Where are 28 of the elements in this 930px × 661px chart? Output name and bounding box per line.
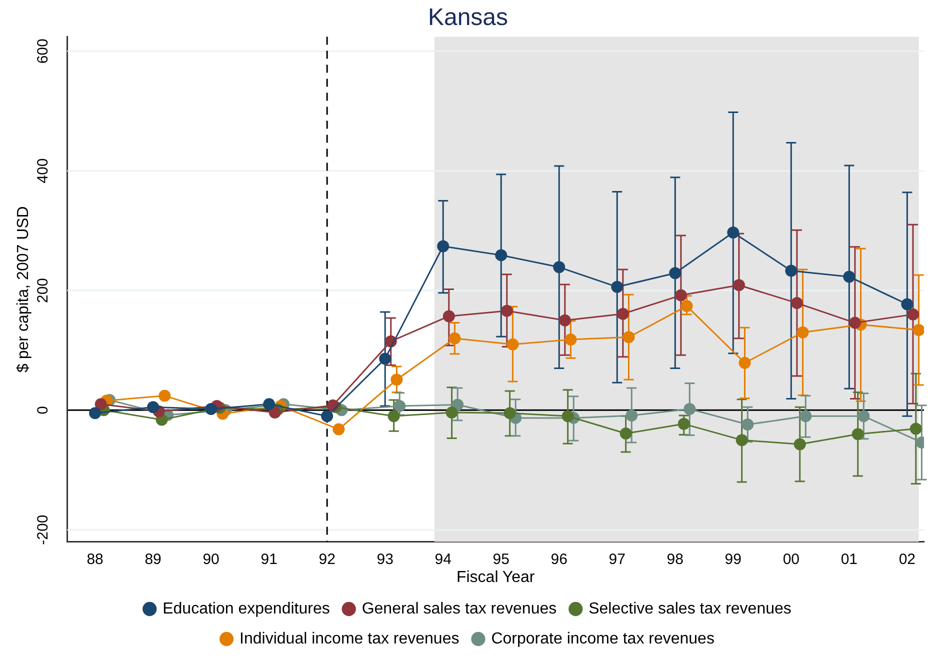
y-tick-label: 200 (34, 278, 52, 304)
x-tick-label: 00 (782, 550, 800, 568)
legend-label: Selective sales tax revenues (588, 600, 792, 618)
x-tick-label: 89 (144, 550, 162, 568)
x-tick-label: 02 (898, 550, 916, 568)
x-tick-label: 94 (434, 550, 452, 568)
x-tick-label: 96 (550, 550, 568, 568)
x-tick-label: 97 (608, 550, 626, 568)
x-tick-label: 93 (376, 550, 394, 568)
y-tick-label: 400 (34, 158, 52, 184)
y-tick-label: 0 (34, 406, 52, 414)
x-tick-label: 88 (86, 550, 104, 568)
x-tick-label: 95 (492, 550, 510, 568)
x-tick-label: 98 (666, 550, 684, 568)
x-tick-label: 01 (840, 550, 858, 568)
x-tick-label: 99 (724, 550, 742, 568)
y-axis-title: $ per capita, 2007 USD (15, 206, 32, 372)
y-tick-label: 600 (34, 38, 52, 64)
legend-label: General sales tax revenues (362, 600, 557, 618)
y-tick-label: -200 (34, 514, 52, 545)
x-tick-label: 92 (318, 550, 336, 568)
legend-label: Education expenditures (162, 600, 330, 618)
x-axis-title: Fiscal Year (456, 568, 536, 586)
x-tick-label: 91 (260, 550, 278, 568)
x-tick-label: 90 (202, 550, 220, 568)
chart-title: Kansas (428, 4, 508, 32)
legend-label: Individual income tax revenues (240, 630, 460, 648)
legend-label: Corporate income tax revenues (491, 630, 714, 648)
